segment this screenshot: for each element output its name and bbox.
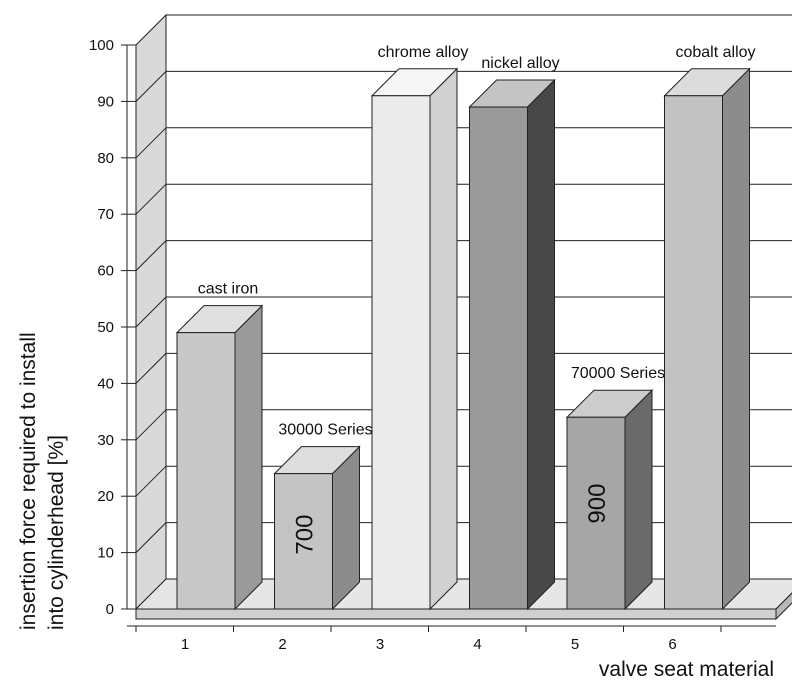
bar-front — [274, 473, 333, 610]
x-tick-label: 2 — [278, 636, 286, 653]
y-axis-title-line-2: into cylinderhead [%] — [45, 435, 68, 630]
bar-label: 30000 Series — [278, 422, 372, 439]
bar-inner-label: 900 — [584, 484, 611, 524]
bar-side — [527, 78, 555, 611]
bar-front — [469, 106, 528, 610]
bar-side — [722, 67, 750, 611]
x-tick-label: 3 — [376, 636, 384, 653]
y-tick-label: 0 — [106, 601, 114, 618]
bar-label: nickel alloy — [481, 55, 559, 72]
floor-front — [135, 608, 777, 620]
bar — [468, 78, 556, 611]
bar-labels: cast iron 30000 Series 700 chrome alloy nick… — [198, 44, 756, 555]
x-axis-title: valve seat material — [599, 658, 774, 681]
bar-inner-label: 700 — [292, 515, 319, 555]
x-tick-label: 4 — [473, 636, 481, 653]
bar-label: 70000 Series — [571, 365, 665, 382]
bar-label: cobalt alloy — [675, 44, 755, 61]
bar-side — [624, 389, 653, 611]
bar-front — [371, 95, 431, 610]
gridline-side — [135, 240, 167, 271]
bar-front — [566, 416, 626, 610]
bar-label: cast iron — [198, 281, 258, 298]
y-tick-label: 10 — [97, 545, 114, 562]
gridline-side — [135, 409, 167, 441]
bar-side — [234, 304, 263, 611]
gridline-side — [135, 296, 167, 328]
y-tick-label: 90 — [97, 93, 114, 110]
x-tick-label: 1 — [181, 636, 189, 653]
gridline-side — [135, 465, 167, 497]
x-axis: 1 2 3 4 5 6 — [127, 625, 776, 653]
bar-label: chrome alloy — [378, 44, 469, 61]
y-tick-label: 60 — [97, 263, 114, 280]
bar-side — [332, 445, 360, 611]
bar-front — [664, 95, 723, 610]
y-tick-label: 100 — [89, 37, 114, 54]
y-tick-label: 40 — [97, 375, 114, 392]
y-axis: 0 10 20 30 40 50 60 70 80 90 100 — [89, 37, 136, 618]
bar-side — [429, 67, 458, 611]
bar-front — [176, 332, 236, 610]
y-tick-label: 50 — [97, 319, 114, 336]
bar — [273, 445, 361, 611]
y-axis-title-line-1: insertion force required to install — [17, 332, 40, 630]
gridline-side — [135, 353, 167, 384]
floor-side — [775, 592, 792, 621]
bar — [663, 67, 751, 611]
bar — [370, 67, 459, 611]
gridline-side — [135, 522, 167, 553]
bar — [175, 304, 264, 611]
y-tick-label: 20 — [97, 488, 114, 505]
bar — [565, 389, 654, 611]
gridline-side — [135, 183, 167, 215]
x-tick-label: 5 — [571, 636, 579, 653]
y-tick-label: 30 — [97, 432, 114, 449]
y-tick-label: 70 — [97, 206, 114, 223]
gridline-side — [135, 127, 167, 159]
bars — [175, 67, 751, 611]
y-tick-label: 80 — [97, 150, 114, 167]
gridline-side — [135, 71, 167, 102]
x-tick-label: 6 — [668, 636, 676, 653]
